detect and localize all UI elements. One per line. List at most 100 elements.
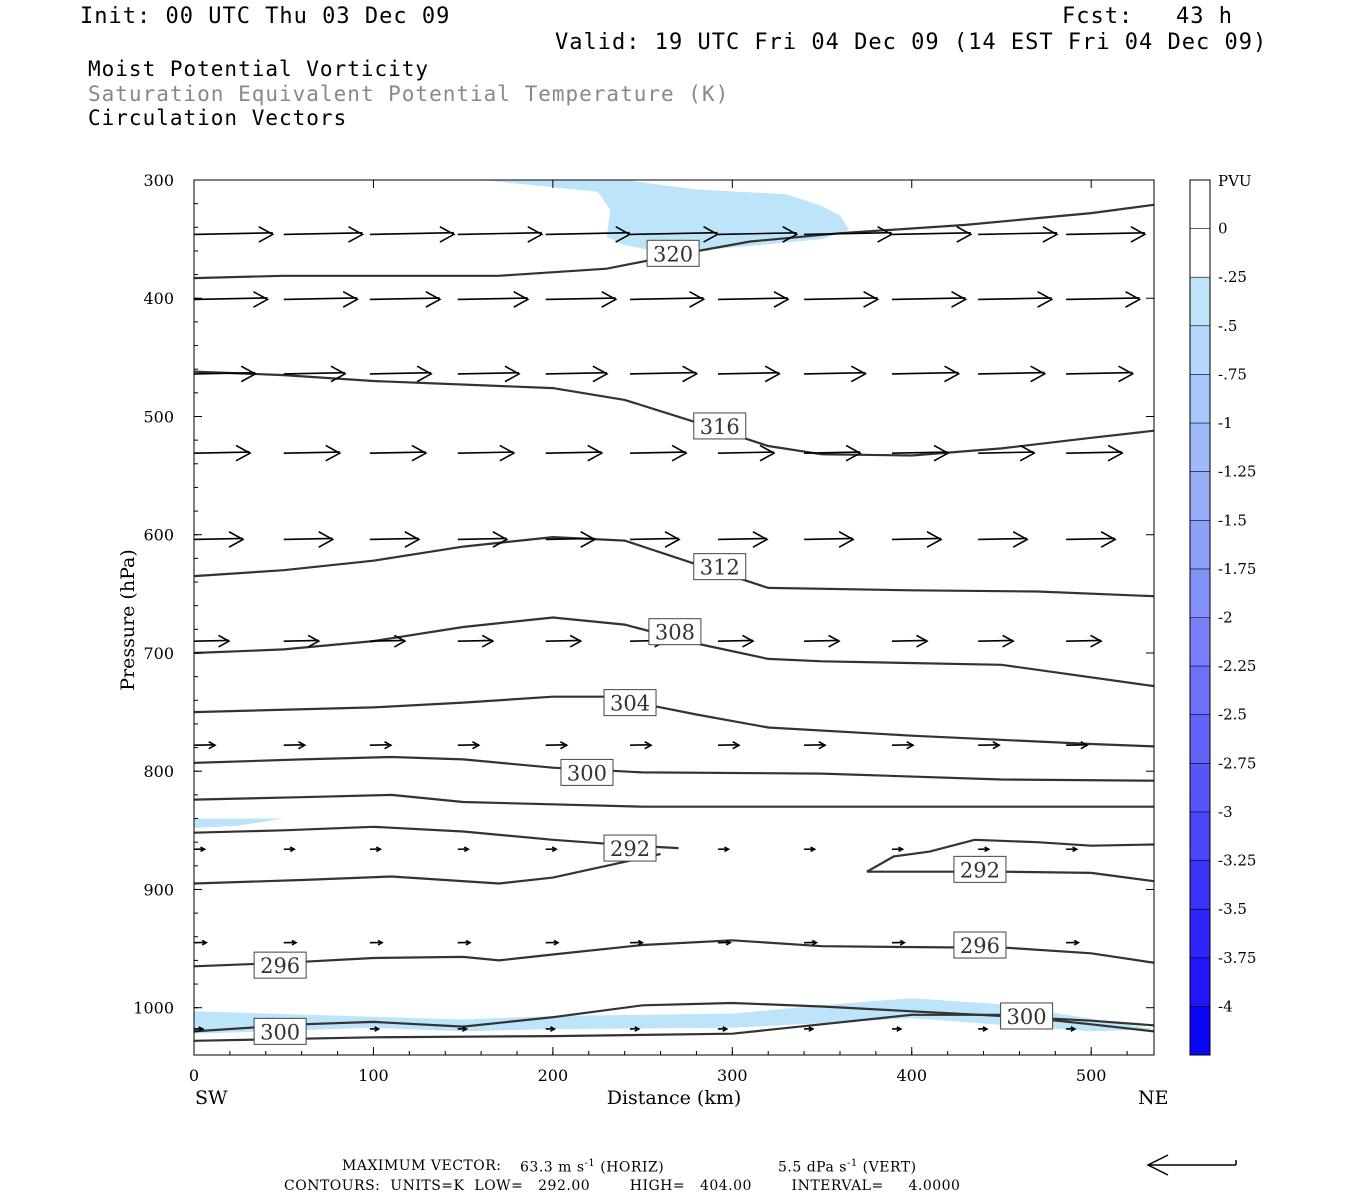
vector-head: [877, 225, 894, 243]
contour-label-box: [646, 239, 700, 267]
vector-head: [411, 444, 428, 462]
colorbar-bin: [1190, 811, 1210, 862]
theta-contour-304-4: [194, 695, 1154, 748]
vector-shaft: [457, 537, 507, 541]
init-time: Init: 00 UTC Thu 03 Dec 09: [80, 4, 451, 29]
vector-head: [1072, 846, 1079, 853]
vector-shaft: [717, 232, 797, 236]
vector-arrow: [717, 634, 755, 648]
vector-shaft: [545, 639, 581, 642]
vector-head: [342, 291, 359, 308]
vector-head: [863, 291, 880, 308]
vector-arrow: [194, 741, 217, 750]
vector-head: [752, 531, 769, 548]
vector-arrow: [892, 225, 973, 243]
vector-shaft: [1066, 639, 1102, 642]
x-tick-label: 0: [189, 1066, 199, 1085]
vector-head: [1162, 940, 1166, 944]
vector-arrow: [804, 365, 868, 383]
x-axis-right-label: NE: [1138, 1087, 1169, 1109]
vector-layer: [194, 225, 1166, 1032]
vector-arrow: [194, 291, 270, 308]
contour-label-text: 300: [260, 1020, 300, 1044]
vector-head: [200, 846, 207, 853]
contour-label-text: 300: [567, 761, 607, 785]
colorbar-bin: [1190, 471, 1210, 521]
colorbar-bin: [1190, 568, 1210, 618]
colorbar-label: -3.5: [1218, 900, 1247, 918]
vector-head: [724, 846, 731, 853]
x-tick-label: 500: [1076, 1066, 1107, 1085]
contour-label-text: 316: [700, 415, 740, 439]
vector-head: [828, 634, 841, 648]
vector-head: [764, 365, 781, 383]
vector-head: [240, 365, 257, 383]
vector-shaft: [1066, 537, 1116, 541]
contour-label-text: 304: [610, 692, 650, 716]
vector-head: [592, 365, 609, 383]
vector-arrow: [545, 939, 560, 946]
theta-contour-unlabeled-10: [866, 870, 1154, 883]
vector-arrow: [892, 1026, 903, 1032]
vector-shaft: [978, 297, 1052, 301]
colorbar-label: -1.75: [1218, 560, 1256, 578]
vector-head: [291, 939, 298, 946]
colorbar-bin: [1190, 520, 1210, 570]
vector-head: [198, 1026, 205, 1032]
vector-shaft: [369, 297, 440, 301]
vector-head: [916, 634, 929, 648]
vector-shaft: [457, 371, 520, 375]
vector-arrow: [804, 1026, 815, 1032]
vector-arrow: [978, 1026, 989, 1032]
reference-vector-arrow: [1146, 1154, 1237, 1176]
contours-info: CONTOURS: UNITS=K LOW= 292.00 HIGH= 404.…: [284, 1178, 961, 1194]
vector-head: [838, 531, 855, 548]
colorbar-label: -1: [1218, 414, 1233, 432]
vector-arrow: [457, 365, 521, 383]
vector-arrow: [804, 291, 880, 308]
contour-label-292-8: 292: [953, 855, 1007, 883]
vector-shaft: [194, 232, 273, 236]
vector-arrow: [978, 444, 1036, 462]
contour-label-text: 312: [700, 556, 740, 580]
vector-head: [850, 365, 868, 383]
contour-label-box: [693, 412, 747, 440]
vector-arrow: [369, 939, 384, 946]
vector-shaft: [369, 451, 426, 454]
vector-head: [689, 291, 706, 308]
vector-arrow: [892, 444, 950, 462]
vector-arrow: [369, 741, 393, 750]
vector-arrow: [1066, 741, 1089, 750]
vector-arrow: [1153, 848, 1154, 850]
vector-shaft: [283, 297, 358, 301]
vector-arrow: [892, 741, 915, 750]
vector-head: [896, 1026, 903, 1032]
vector-shaft: [457, 297, 528, 301]
colorbar-label: -4: [1218, 997, 1233, 1015]
vector-head: [463, 846, 470, 853]
vector-arrow: [457, 225, 544, 243]
vector-shaft: [804, 451, 861, 454]
vector-head: [722, 1026, 729, 1032]
theta-contour-unlabeled-6: [194, 793, 1154, 808]
vector-arrow: [1066, 291, 1142, 308]
vector-arrow: [892, 531, 943, 548]
theta-contour-300-5: [194, 755, 1154, 782]
contour-label-312-2: 312: [693, 553, 747, 581]
vector-head: [664, 531, 681, 548]
vector-shaft: [369, 371, 432, 375]
vector-arrow: [369, 225, 456, 243]
vector-head: [1107, 444, 1124, 462]
colorbar-bin: [1190, 180, 1210, 230]
valid-time: Valid: 19 UTC Fri 04 Dec 09 (14 EST Fri …: [555, 30, 1268, 55]
vector-shaft: [630, 451, 687, 454]
x-tick-label: 200: [538, 1066, 569, 1085]
vector-head: [906, 741, 915, 750]
vector-head: [742, 634, 755, 648]
vector-head: [393, 634, 407, 648]
contour-label-320-0: 320: [646, 239, 700, 267]
x-tick-label: 400: [896, 1066, 927, 1085]
contour-label-296-11: 296: [253, 951, 307, 979]
vector-head: [732, 741, 741, 750]
